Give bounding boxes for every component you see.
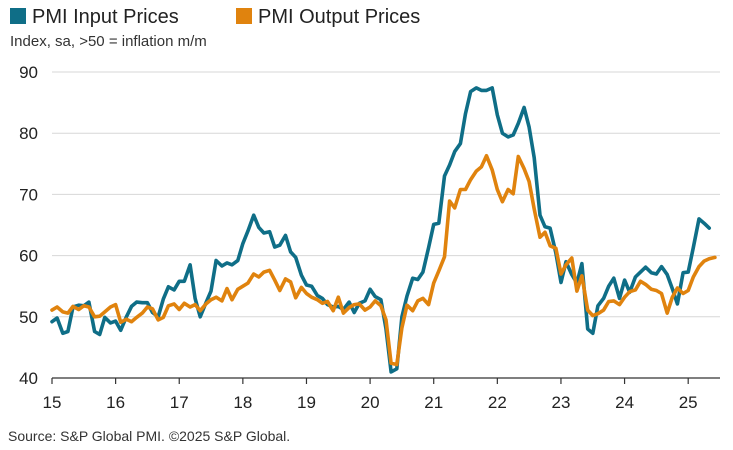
x-tick-label-22: 22	[488, 393, 507, 412]
y-axis-tick-labels: 40 50 60 70 80 90	[19, 63, 38, 388]
x-tick-label-17: 17	[170, 393, 189, 412]
x-tick-label-15: 15	[43, 393, 62, 412]
x-tick-label-24: 24	[615, 393, 634, 412]
legend-swatch-input-prices	[10, 8, 26, 24]
chart-subtitle: Index, sa, >50 = inflation m/m	[10, 33, 207, 50]
x-tick-label-16: 16	[106, 393, 125, 412]
x-tick-label-20: 20	[361, 393, 380, 412]
x-axis-tick-labels: 15 16 17 18 19 20 21 22 23 24 25	[43, 378, 698, 412]
x-tick-label-25: 25	[679, 393, 698, 412]
y-tick-label-80: 80	[19, 124, 38, 143]
x-tick-label-21: 21	[424, 393, 443, 412]
source-note: Source: S&P Global PMI. ©2025 S&P Global…	[8, 428, 290, 444]
legend-label-input-prices: PMI Input Prices	[32, 6, 179, 28]
x-tick-label-19: 19	[297, 393, 316, 412]
gridlines	[52, 71, 720, 318]
y-tick-label-60: 60	[19, 247, 38, 266]
legend-label-output-prices: PMI Output Prices	[258, 6, 420, 28]
legend: PMI Input Prices PMI Output Prices	[10, 6, 420, 28]
series-line-input-prices	[50, 86, 711, 374]
series-line-output-prices	[50, 154, 717, 367]
y-tick-label-90: 90	[19, 63, 38, 82]
x-tick-label-18: 18	[233, 393, 252, 412]
x-tick-label-23: 23	[551, 393, 570, 412]
y-tick-label-50: 50	[19, 308, 38, 327]
y-tick-label-40: 40	[19, 369, 38, 388]
y-tick-label-70: 70	[19, 185, 38, 204]
legend-swatch-output-prices	[236, 8, 252, 24]
series-lines	[50, 86, 717, 374]
